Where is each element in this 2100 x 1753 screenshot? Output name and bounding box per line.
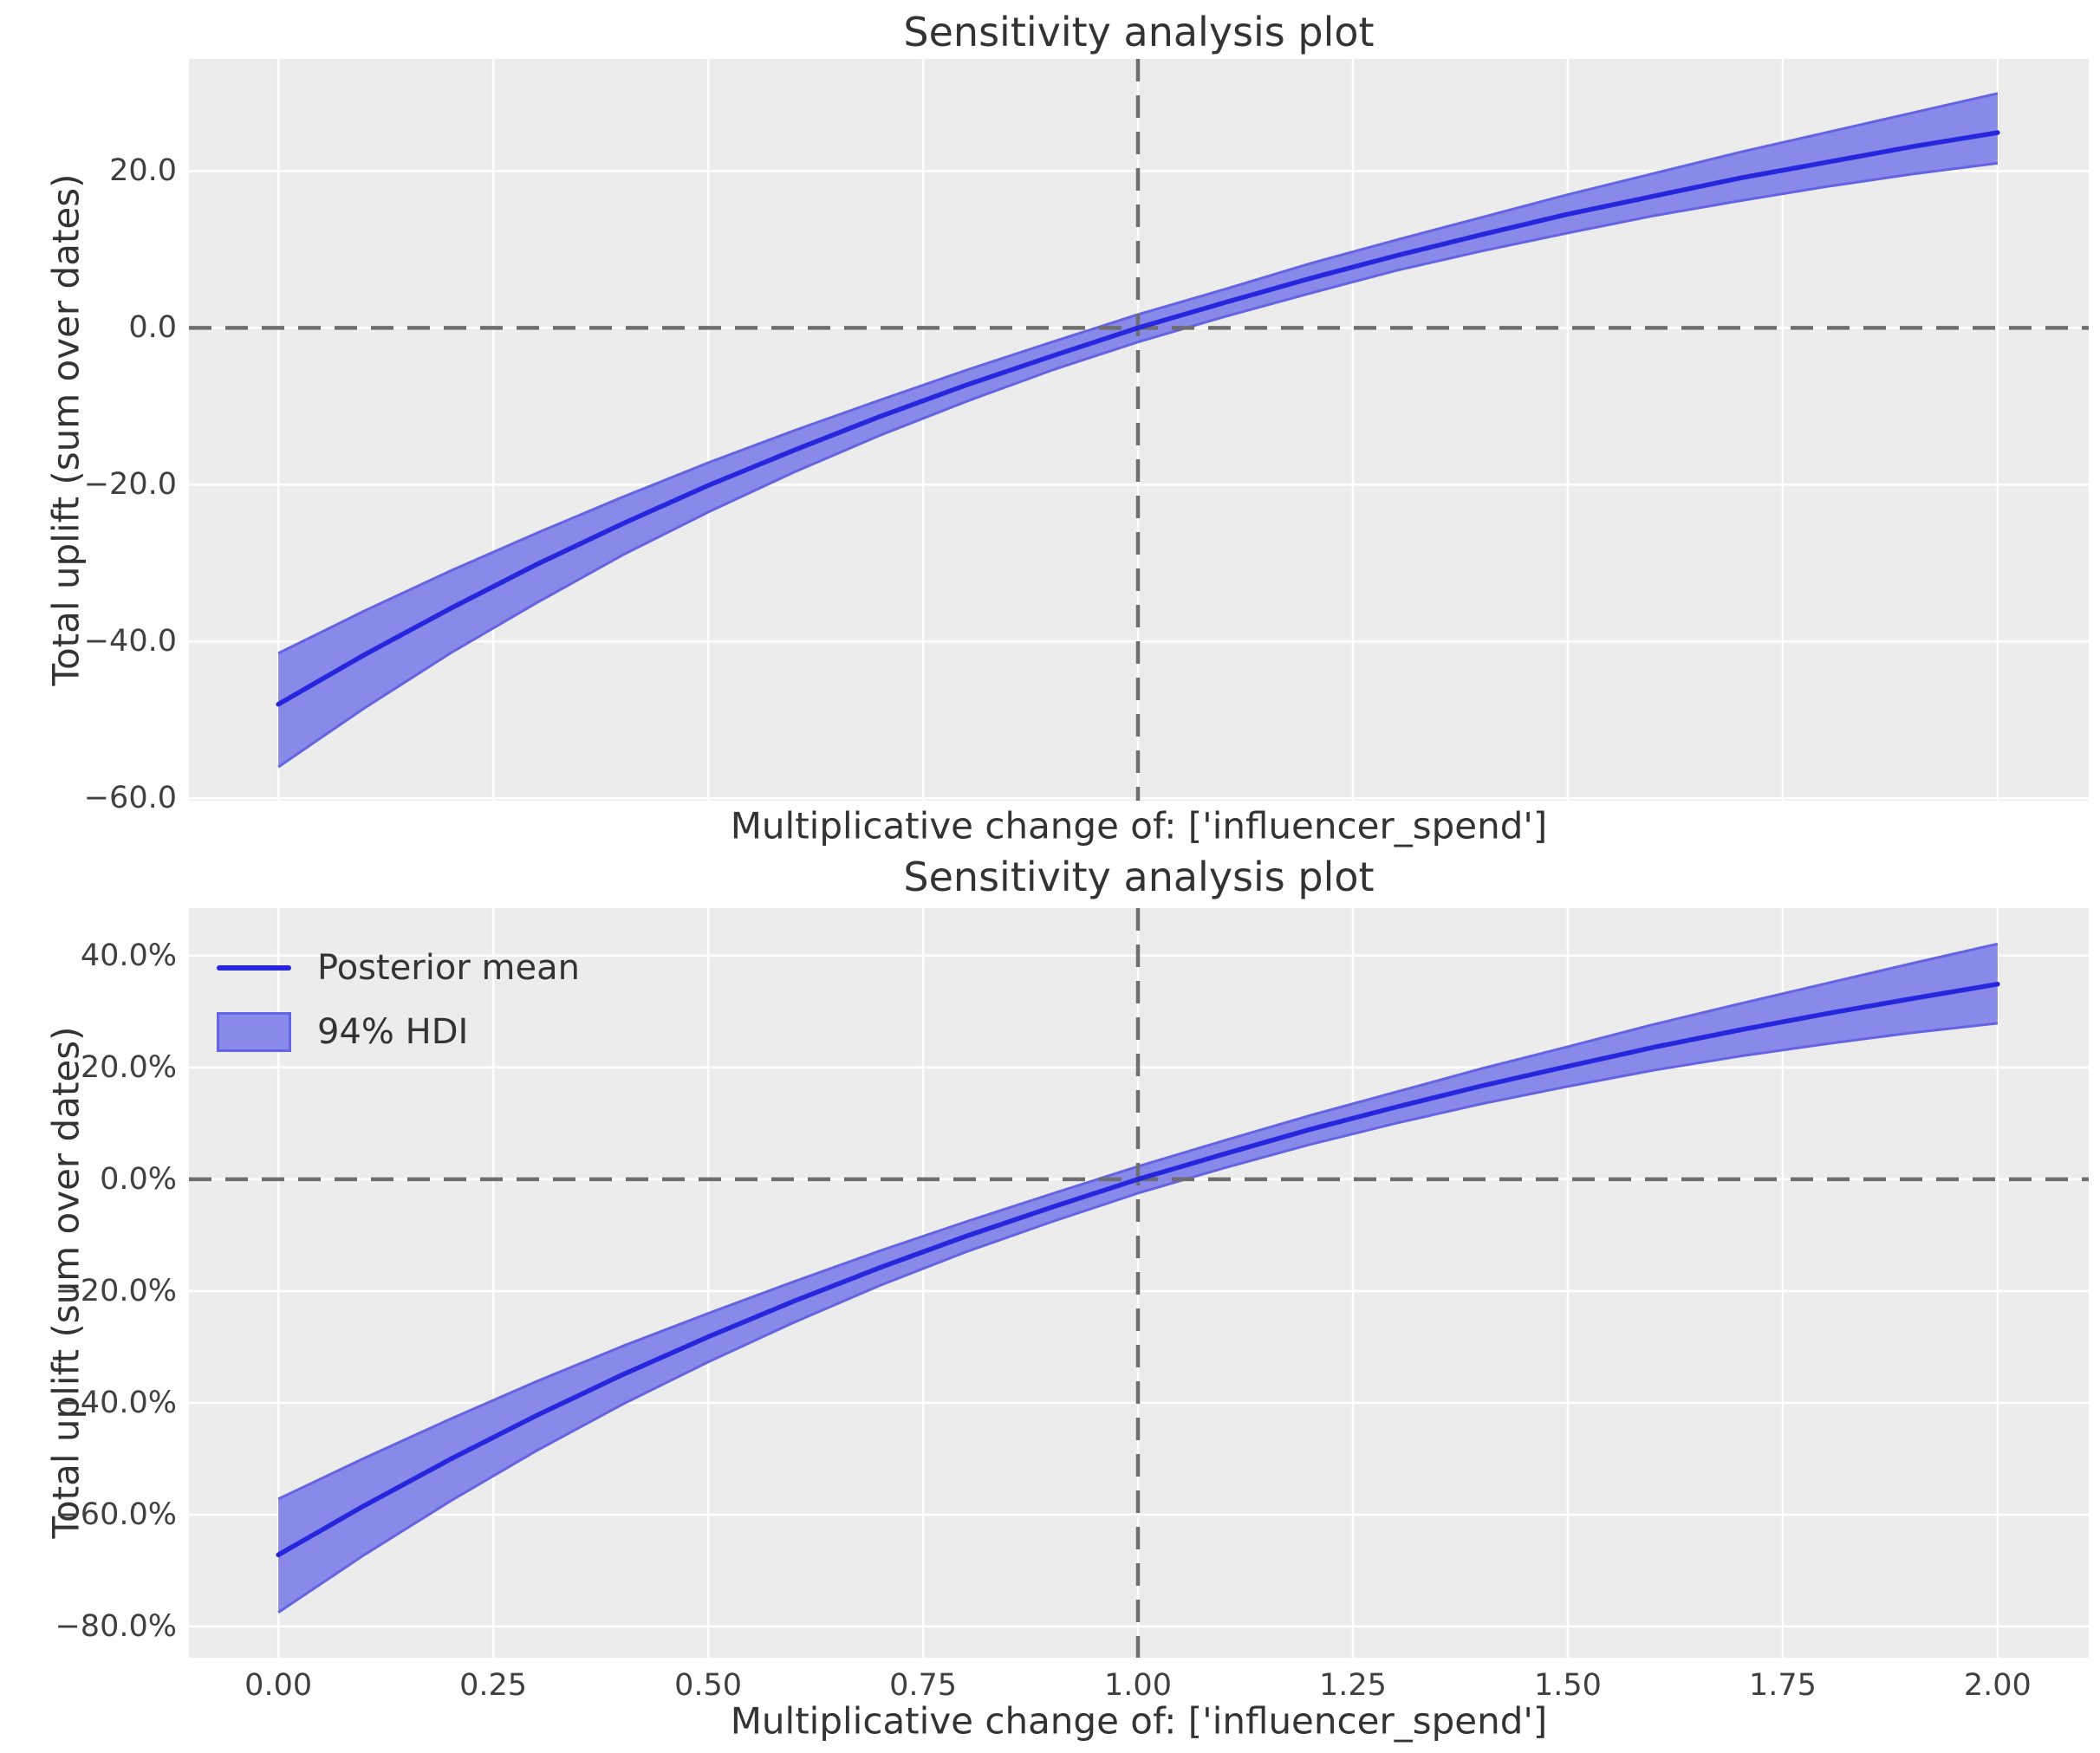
- x-tick-label: 0.75: [889, 1668, 957, 1703]
- hdi-band: [278, 944, 1998, 1613]
- x-tick-label: 1.75: [1748, 1668, 1817, 1703]
- legend-item-posterior-mean: Posterior mean: [217, 946, 580, 990]
- x-tick-label: 0.25: [459, 1668, 528, 1703]
- y-tick-label: −20.0%: [55, 1273, 177, 1308]
- y-tick-label: 20.0: [109, 153, 177, 189]
- legend: Posterior mean 94% HDI: [217, 946, 580, 1075]
- x-tick-label: 1.00: [1104, 1668, 1172, 1703]
- bottom-plot-xlabel: Multiplicative change of: ['influencer_s…: [730, 1699, 1548, 1743]
- x-tick-label: 2.00: [1963, 1668, 2032, 1703]
- y-tick-label: 0.0%: [100, 1161, 177, 1197]
- y-tick-label: −40.0%: [55, 1385, 177, 1420]
- posterior-mean-line-swatch: [217, 965, 291, 971]
- y-tick-label: −60.0: [83, 781, 177, 816]
- y-tick-label: −20.0: [83, 467, 177, 503]
- bottom-plot-title: Sensitivity analysis plot: [903, 854, 1375, 900]
- bottom-plot-canvas: [189, 908, 2089, 1658]
- hdi-band-swatch: [217, 1012, 291, 1052]
- hdi-band-lower-edge: [277, 161, 1999, 769]
- hdi-band-lower-edge: [277, 1022, 1999, 1613]
- y-tick-label: −60.0%: [55, 1497, 177, 1532]
- top-plot-xlabel: Multiplicative change of: ['influencer_s…: [730, 804, 1548, 847]
- y-tick-label: −80.0%: [55, 1608, 177, 1644]
- y-tick-label: −40.0: [83, 624, 177, 659]
- legend-label-posterior-mean: Posterior mean: [317, 948, 580, 988]
- top-plot-ylabel: Total uplift (sum over dates): [44, 173, 88, 686]
- y-tick-label: 0.0: [128, 310, 177, 346]
- legend-item-hdi: 94% HDI: [217, 1010, 580, 1054]
- posterior-mean-line: [276, 130, 2000, 707]
- y-tick-label: 20.0%: [80, 1049, 177, 1085]
- x-tick-label: 1.50: [1533, 1668, 1602, 1703]
- x-tick-label: 0.00: [244, 1668, 313, 1703]
- posterior-mean-line: [276, 981, 2000, 1558]
- x-tick-label: 0.50: [674, 1668, 743, 1703]
- top-plot-title: Sensitivity analysis plot: [903, 9, 1375, 55]
- x-tick-label: 1.25: [1319, 1668, 1387, 1703]
- legend-label-hdi: 94% HDI: [317, 1012, 469, 1052]
- top-plot-canvas: [189, 59, 2089, 801]
- y-tick-label: 40.0%: [80, 938, 177, 973]
